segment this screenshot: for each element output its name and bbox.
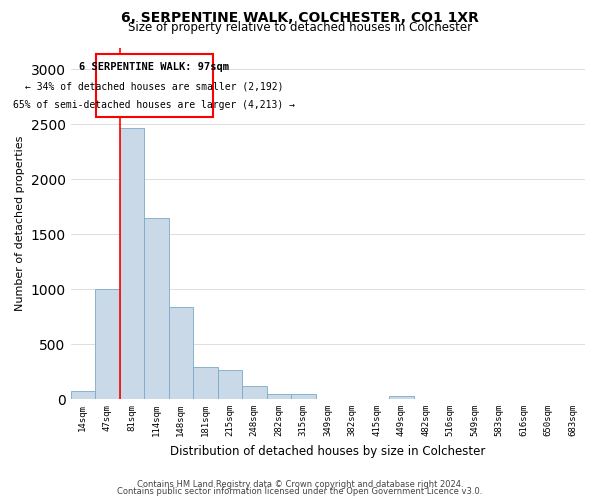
Text: 6, SERPENTINE WALK, COLCHESTER, CO1 1XR: 6, SERPENTINE WALK, COLCHESTER, CO1 1XR [121,11,479,25]
Bar [95,54,213,118]
Bar [193,367,218,399]
Bar [119,128,144,399]
Bar [95,289,119,399]
Text: Contains public sector information licensed under the Open Government Licence v3: Contains public sector information licen… [118,487,482,496]
X-axis label: Distribution of detached houses by size in Colchester: Distribution of detached houses by size … [170,444,485,458]
Bar [389,396,413,399]
Text: 6 SERPENTINE WALK: 97sqm: 6 SERPENTINE WALK: 97sqm [79,62,229,72]
Text: 65% of semi-detached houses are larger (4,213) →: 65% of semi-detached houses are larger (… [13,100,295,110]
Bar [71,391,95,399]
Bar [291,394,316,399]
Text: Size of property relative to detached houses in Colchester: Size of property relative to detached ho… [128,21,472,34]
Bar [266,394,291,399]
Bar [144,218,169,399]
Bar [218,370,242,399]
Bar [242,386,266,399]
Text: Contains HM Land Registry data © Crown copyright and database right 2024.: Contains HM Land Registry data © Crown c… [137,480,463,489]
Text: ← 34% of detached houses are smaller (2,192): ← 34% of detached houses are smaller (2,… [25,81,284,91]
Y-axis label: Number of detached properties: Number of detached properties [15,136,25,311]
Bar [169,307,193,399]
